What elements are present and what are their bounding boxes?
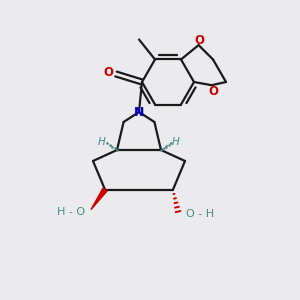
Text: O: O xyxy=(195,34,205,46)
Polygon shape xyxy=(91,188,107,210)
Text: H: H xyxy=(172,137,180,147)
Text: H - O: H - O xyxy=(57,207,85,217)
Text: O: O xyxy=(103,67,113,80)
Text: N: N xyxy=(134,106,144,118)
Text: O: O xyxy=(208,85,219,98)
Text: H: H xyxy=(98,137,106,147)
Text: O - H: O - H xyxy=(186,208,214,219)
